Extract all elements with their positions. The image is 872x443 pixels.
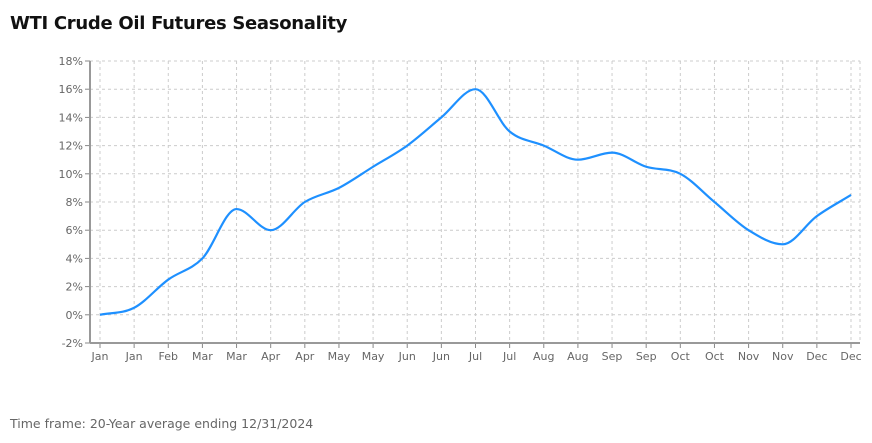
y-tick-label: 18% — [59, 55, 83, 68]
y-tick-label: 12% — [59, 140, 83, 153]
x-tick-label: Sep — [602, 350, 623, 363]
x-tick-label: Mar — [192, 350, 213, 363]
y-tick-label: 10% — [59, 168, 83, 181]
y-tick-label: 16% — [59, 83, 83, 96]
x-tick-label: Apr — [261, 350, 281, 363]
x-tick-label: Jan — [91, 350, 109, 363]
x-tick-label: Dec — [840, 350, 861, 363]
series-line — [99, 88, 852, 316]
x-tick-label: May — [328, 350, 351, 363]
x-tick-label: Jun — [398, 350, 416, 363]
x-tick-label: Aug — [533, 350, 554, 363]
x-tick-label: Jul — [468, 350, 482, 363]
x-tick-label: Dec — [806, 350, 827, 363]
chart-title: WTI Crude Oil Futures Seasonality — [10, 13, 348, 34]
y-tick-label: 4% — [66, 252, 83, 265]
y-tick-label: -2% — [62, 337, 83, 350]
x-tick-label: Jan — [125, 350, 143, 363]
x-tick-label: Oct — [705, 350, 725, 363]
x-tick-label: Aug — [567, 350, 588, 363]
y-tick-label: 8% — [66, 196, 83, 209]
y-tick-label: 0% — [66, 309, 83, 322]
x-tick-label: Apr — [295, 350, 315, 363]
x-tick-label: Oct — [671, 350, 691, 363]
x-tick-label: Jun — [432, 350, 450, 363]
timeframe-note: Time frame: 20-Year average ending 12/31… — [10, 416, 314, 431]
x-tick-label: May — [362, 350, 385, 363]
x-tick-label: Nov — [772, 350, 794, 363]
x-tick-label: Nov — [738, 350, 760, 363]
y-tick-label: 2% — [66, 281, 83, 294]
x-tick-label: Feb — [159, 350, 178, 363]
y-tick-label: 14% — [59, 111, 83, 124]
x-tick-label: Jul — [502, 350, 516, 363]
chart: -2% 0% 2% 4% 6% 8% 10% 12% 14% 16% 18% Jan Jan Feb Mar… — [59, 55, 862, 363]
x-tick-label: Mar — [226, 350, 247, 363]
x-tick-label: Sep — [636, 350, 657, 363]
y-tick-label: 6% — [66, 224, 83, 237]
